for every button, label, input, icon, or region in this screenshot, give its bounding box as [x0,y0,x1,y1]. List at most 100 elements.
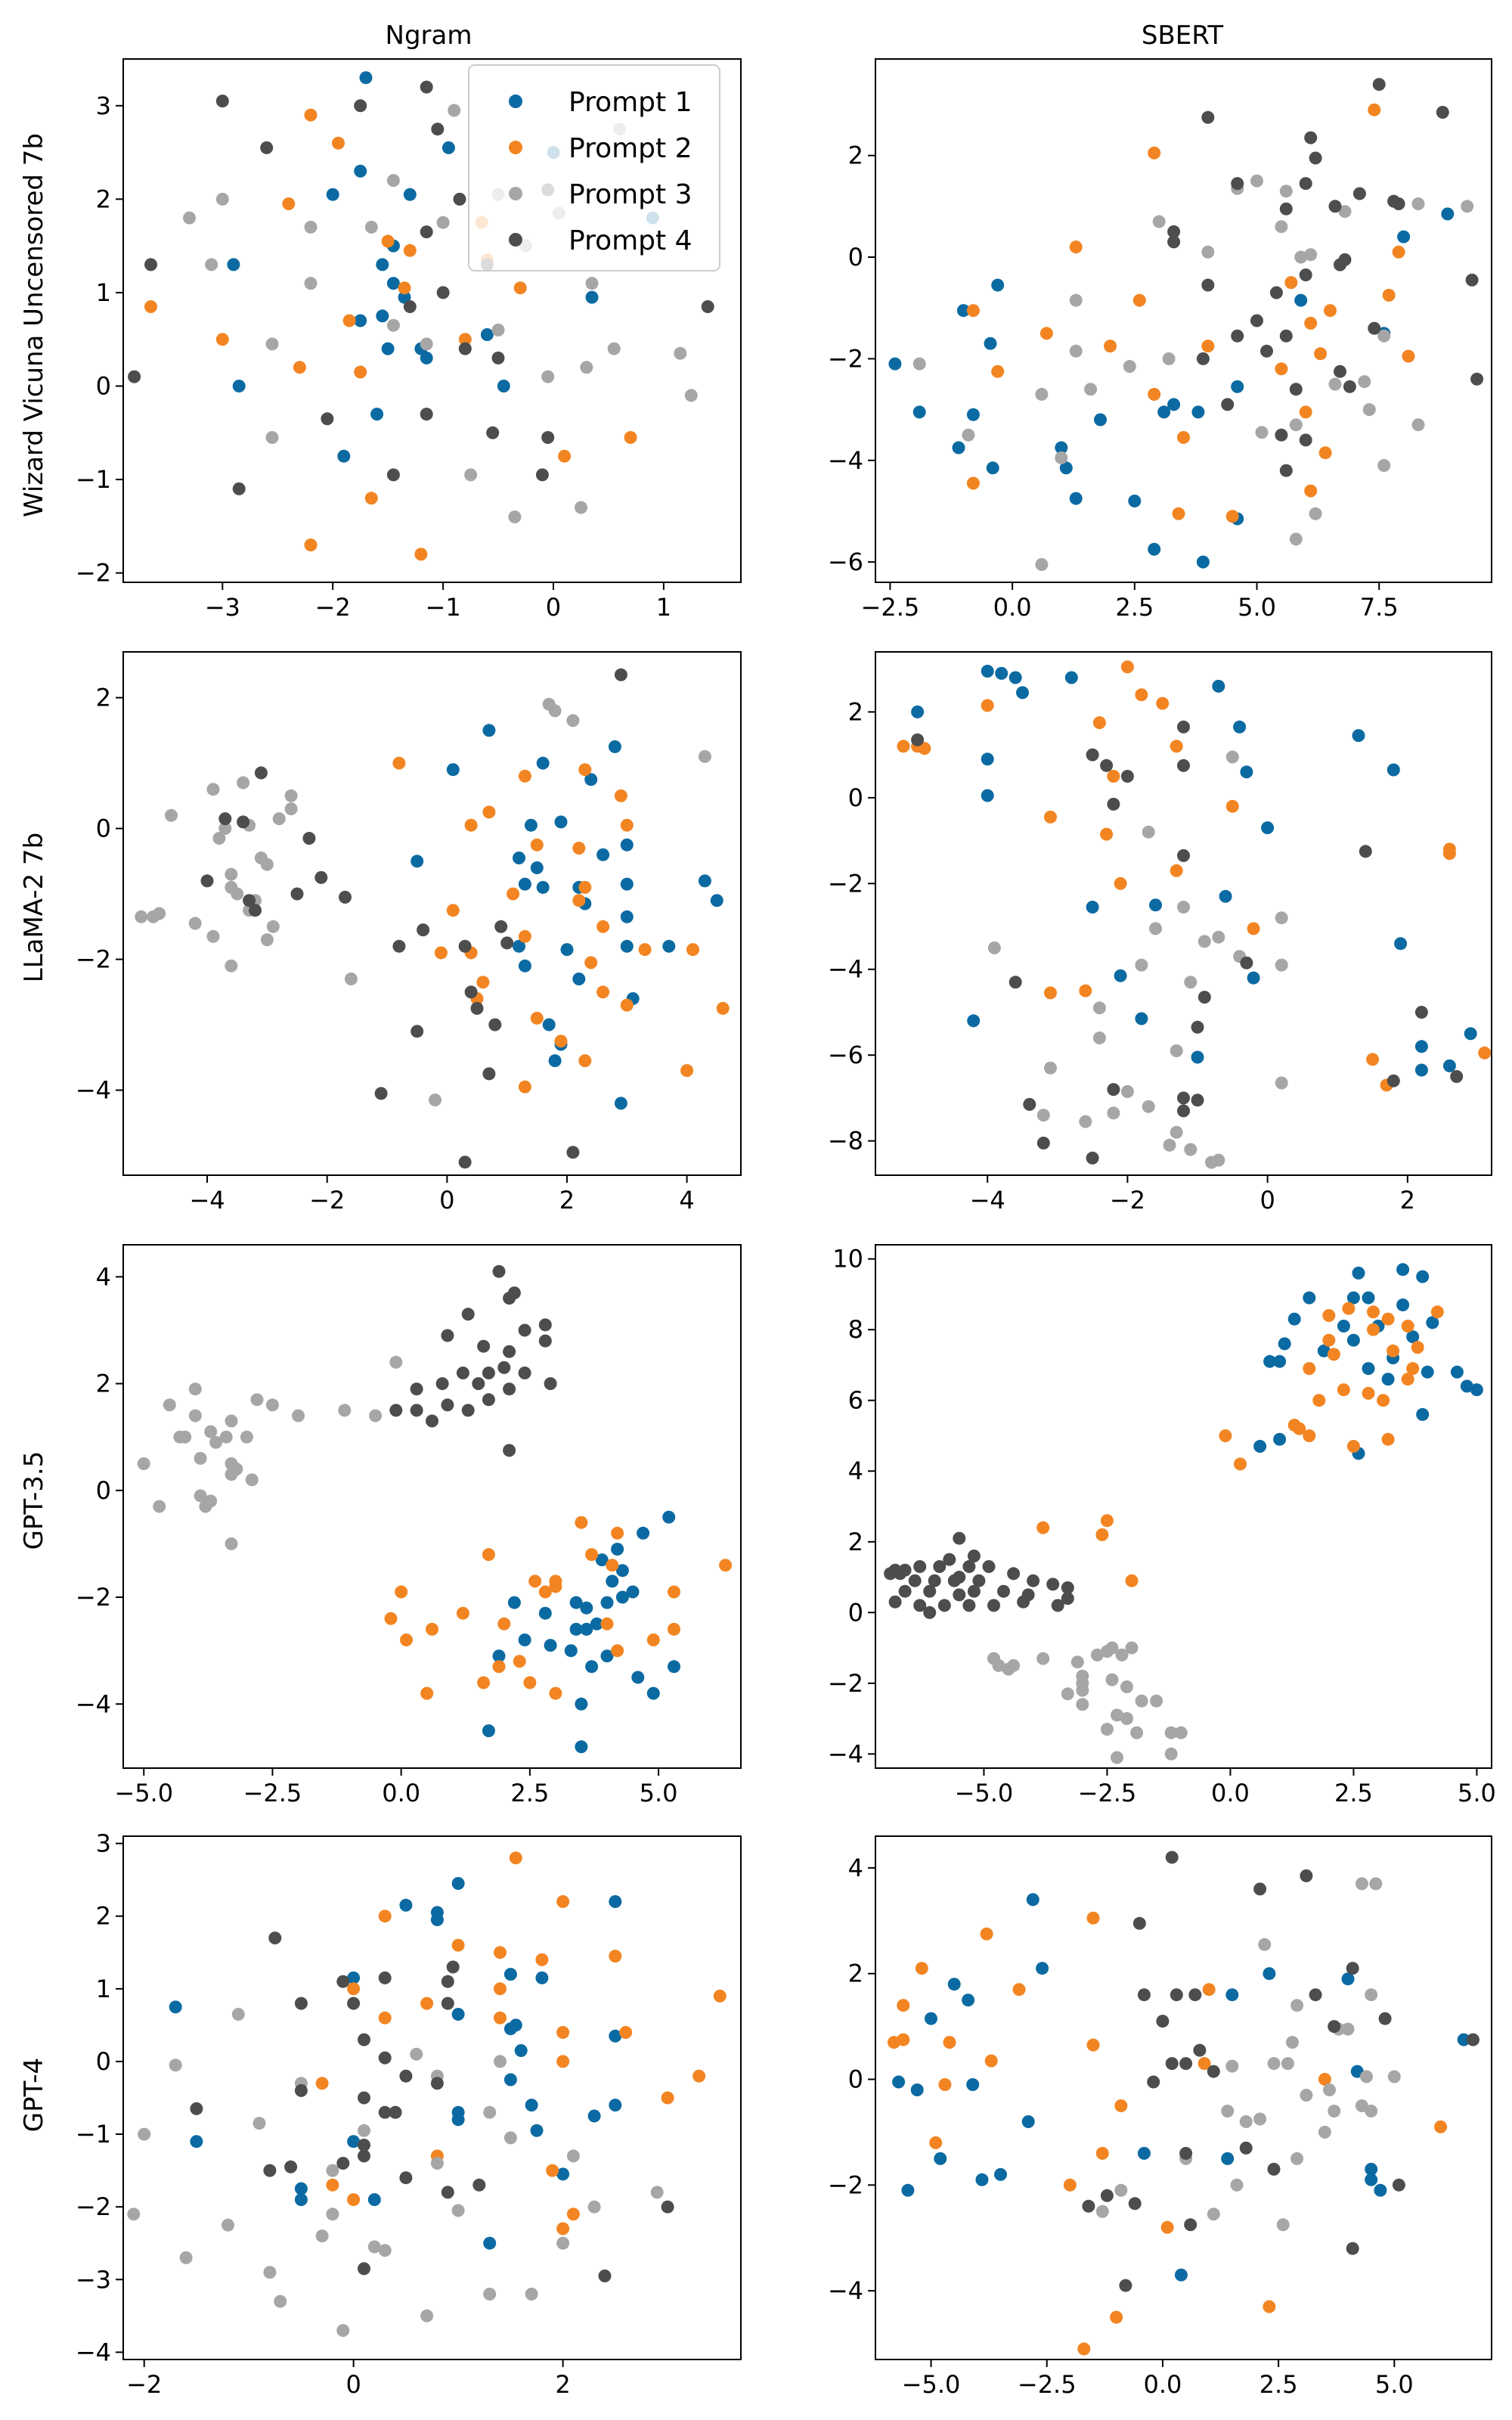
y-tick-label: 2 [96,1370,111,1398]
point-prompt-1 [411,855,424,868]
point-prompt-3 [1267,2057,1281,2071]
point-prompt-2 [1406,1362,1420,1376]
point-prompt-3 [430,2157,444,2170]
point-prompt-3 [698,749,711,763]
point-prompt-3 [284,789,298,802]
point-prompt-2 [584,956,598,970]
point-prompt-2 [1442,847,1456,861]
point-prompt-1 [1362,1362,1375,1376]
point-prompt-2 [530,838,544,852]
point-prompt-2 [600,1617,614,1630]
point-prompt-1 [1137,2146,1151,2160]
point-prompt-1 [569,1622,583,1636]
point-prompt-1 [1414,1063,1428,1077]
point-prompt-4 [492,1264,506,1278]
point-prompt-3 [127,2207,141,2221]
point-prompt-4 [898,1584,912,1598]
point-prompt-1 [492,1649,506,1663]
y-tick-label: 2 [848,697,863,726]
points [888,78,1484,571]
legend-marker-prompt-2 [509,141,522,154]
point-prompt-1 [1064,671,1078,684]
point-prompt-3 [138,2127,151,2141]
point-prompt-4 [1061,1592,1074,1606]
point-prompt-4 [497,1360,511,1374]
point-prompt-1 [584,773,598,786]
point-prompt-2 [523,1676,537,1689]
point-prompt-2 [1366,1053,1380,1066]
point-prompt-4 [294,2083,308,2097]
point-prompt-2 [1367,1323,1380,1336]
point-prompt-1 [615,1590,629,1604]
point-prompt-2 [1095,2146,1109,2160]
point-prompt-2 [518,769,531,783]
point-prompt-2 [395,1585,408,1599]
point-prompt-1 [1016,686,1029,700]
point-prompt-4 [1147,2075,1160,2089]
point-prompt-4 [1198,991,1211,1004]
point-prompt-4 [1250,314,1263,327]
y-tick-label: 2 [96,185,111,213]
point-prompt-3 [1230,2178,1244,2192]
point-prompt-2 [1110,2310,1123,2324]
point-prompt-4 [358,2139,370,2152]
point-prompt-1 [1149,898,1162,912]
point-prompt-1 [354,314,367,327]
point-prompt-4 [491,351,505,365]
point-prompt-1 [575,1740,588,1754]
point-prompt-2 [315,2077,329,2090]
point-prompt-2 [578,1054,592,1068]
axes-frame [122,58,742,583]
point-prompt-3 [1130,1726,1144,1739]
point-prompt-3 [1275,911,1288,925]
point-prompt-4 [1279,464,1293,477]
point-prompt-4 [237,815,250,829]
y-tick-label: −2 [828,1669,863,1698]
points [897,660,1492,1169]
point-prompt-4 [953,1531,966,1545]
point-prompt-4 [503,1345,516,1358]
point-prompt-3 [1275,1076,1288,1090]
point-prompt-3 [1123,360,1136,373]
point-prompt-2 [680,1064,694,1078]
point-prompt-2 [494,1982,507,1996]
point-prompt-2 [482,1548,495,1562]
point-prompt-4 [482,1367,495,1379]
point-prompt-4 [477,1339,491,1353]
point-prompt-3 [1239,2115,1253,2128]
point-prompt-4 [1279,329,1293,343]
point-prompt-4 [1231,329,1244,343]
point-prompt-1 [1470,1383,1483,1397]
point-prompt-3 [188,1382,202,1396]
point-prompt-1 [1036,1962,1049,1975]
point-prompt-3 [1107,1106,1120,1120]
x-tick-label: −2 [309,1186,345,1215]
point-prompt-4 [494,920,508,933]
point-prompt-1 [1387,763,1400,777]
y-tick-label: 1 [96,278,111,307]
point-prompt-2 [915,1962,928,1975]
point-prompt-1 [1365,2162,1378,2176]
point-prompt-2 [566,2207,580,2221]
point-prompt-4 [1023,1097,1036,1111]
point-prompt-3 [575,501,587,514]
point-prompt-1 [1396,1298,1410,1311]
point-prompt-3 [260,933,274,947]
point-prompt-2 [1387,1344,1400,1357]
point-prompt-2 [282,197,296,210]
point-prompt-4 [420,225,433,239]
y-tick-label: −8 [828,1127,863,1156]
point-prompt-4 [268,1931,282,1945]
y-tick-label: 10 [832,1245,863,1274]
point-prompt-3 [1411,418,1425,432]
point-prompt-2 [1040,327,1053,340]
point-prompt-4 [430,2077,444,2090]
point-prompt-1 [524,818,538,832]
point-prompt-3 [260,858,274,871]
y-tick-label: −2 [76,2192,111,2221]
point-prompt-2 [1100,1514,1114,1528]
point-prompt-4 [1299,433,1312,447]
point-prompt-3 [1069,293,1083,307]
point-prompt-4 [249,904,262,917]
